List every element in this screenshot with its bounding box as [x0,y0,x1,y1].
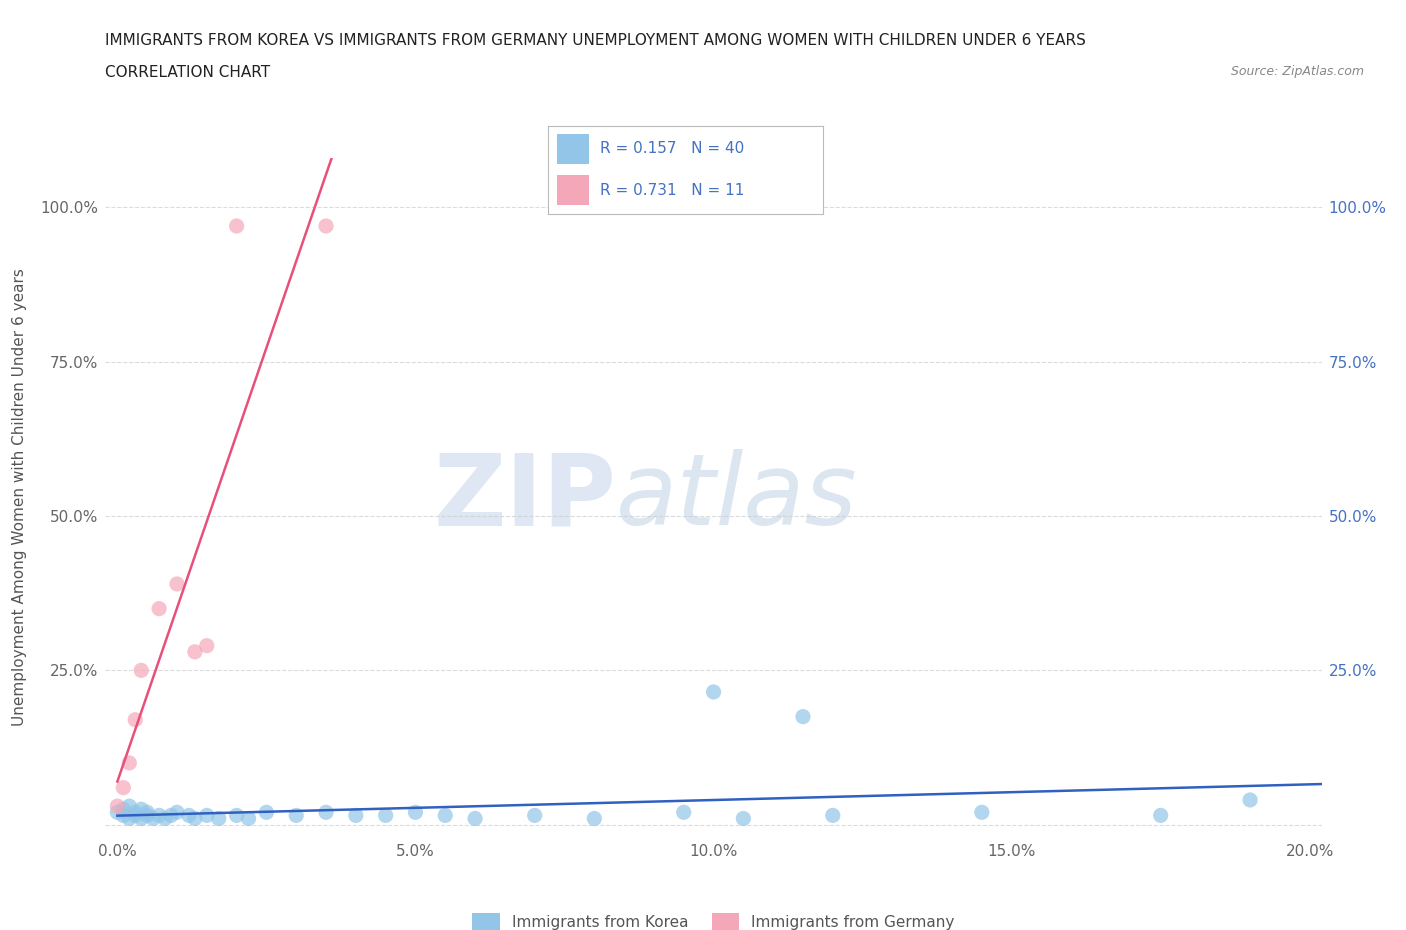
Point [112,780,135,795]
Point [118,755,141,770]
Point [112,802,135,817]
Text: R = 0.157   N = 40: R = 0.157 N = 40 [600,141,745,156]
Point [148,601,170,616]
Point [118,811,141,826]
Point [523,808,546,823]
Point [124,808,146,823]
Point [129,663,152,678]
Point [177,808,200,823]
Point [166,804,188,819]
Text: CORRELATION CHART: CORRELATION CHART [105,65,270,80]
Point [129,811,152,826]
Point [733,811,755,826]
Point [153,811,176,826]
Point [238,811,260,826]
FancyBboxPatch shape [557,134,589,164]
Point [792,710,814,724]
Point [404,804,426,819]
Point [166,577,188,591]
Point [285,808,308,823]
Point [225,219,247,233]
Point [208,811,231,826]
Point [434,808,457,823]
Text: ZIP: ZIP [433,449,616,546]
Point [1239,792,1261,807]
Point [702,684,725,699]
Point [136,808,159,823]
Point [1150,808,1173,823]
Point [464,811,486,826]
Point [195,808,218,823]
Point [184,644,207,659]
Point [184,811,207,826]
FancyBboxPatch shape [557,175,589,205]
Text: atlas: atlas [616,449,858,546]
Point [112,808,135,823]
Text: Source: ZipAtlas.com: Source: ZipAtlas.com [1230,65,1364,78]
Text: R = 0.731   N = 11: R = 0.731 N = 11 [600,182,745,197]
Point [136,804,159,819]
Legend: Immigrants from Korea, Immigrants from Germany: Immigrants from Korea, Immigrants from G… [472,912,955,930]
Point [124,712,146,727]
Point [148,808,170,823]
Point [315,219,337,233]
Point [970,804,993,819]
Point [105,799,128,814]
Point [142,811,165,826]
Point [225,808,247,823]
Point [160,808,183,823]
Point [315,804,337,819]
Point [672,804,695,819]
Point [195,638,218,653]
Point [344,808,367,823]
Point [821,808,844,823]
Point [254,804,277,819]
Point [583,811,606,826]
Point [118,799,141,814]
Point [124,804,146,819]
Text: IMMIGRANTS FROM KOREA VS IMMIGRANTS FROM GERMANY UNEMPLOYMENT AMONG WOMEN WITH C: IMMIGRANTS FROM KOREA VS IMMIGRANTS FROM… [105,33,1087,47]
Point [129,802,152,817]
Point [105,804,128,819]
Y-axis label: Unemployment Among Women with Children Under 6 years: Unemployment Among Women with Children U… [11,269,27,726]
Point [374,808,396,823]
